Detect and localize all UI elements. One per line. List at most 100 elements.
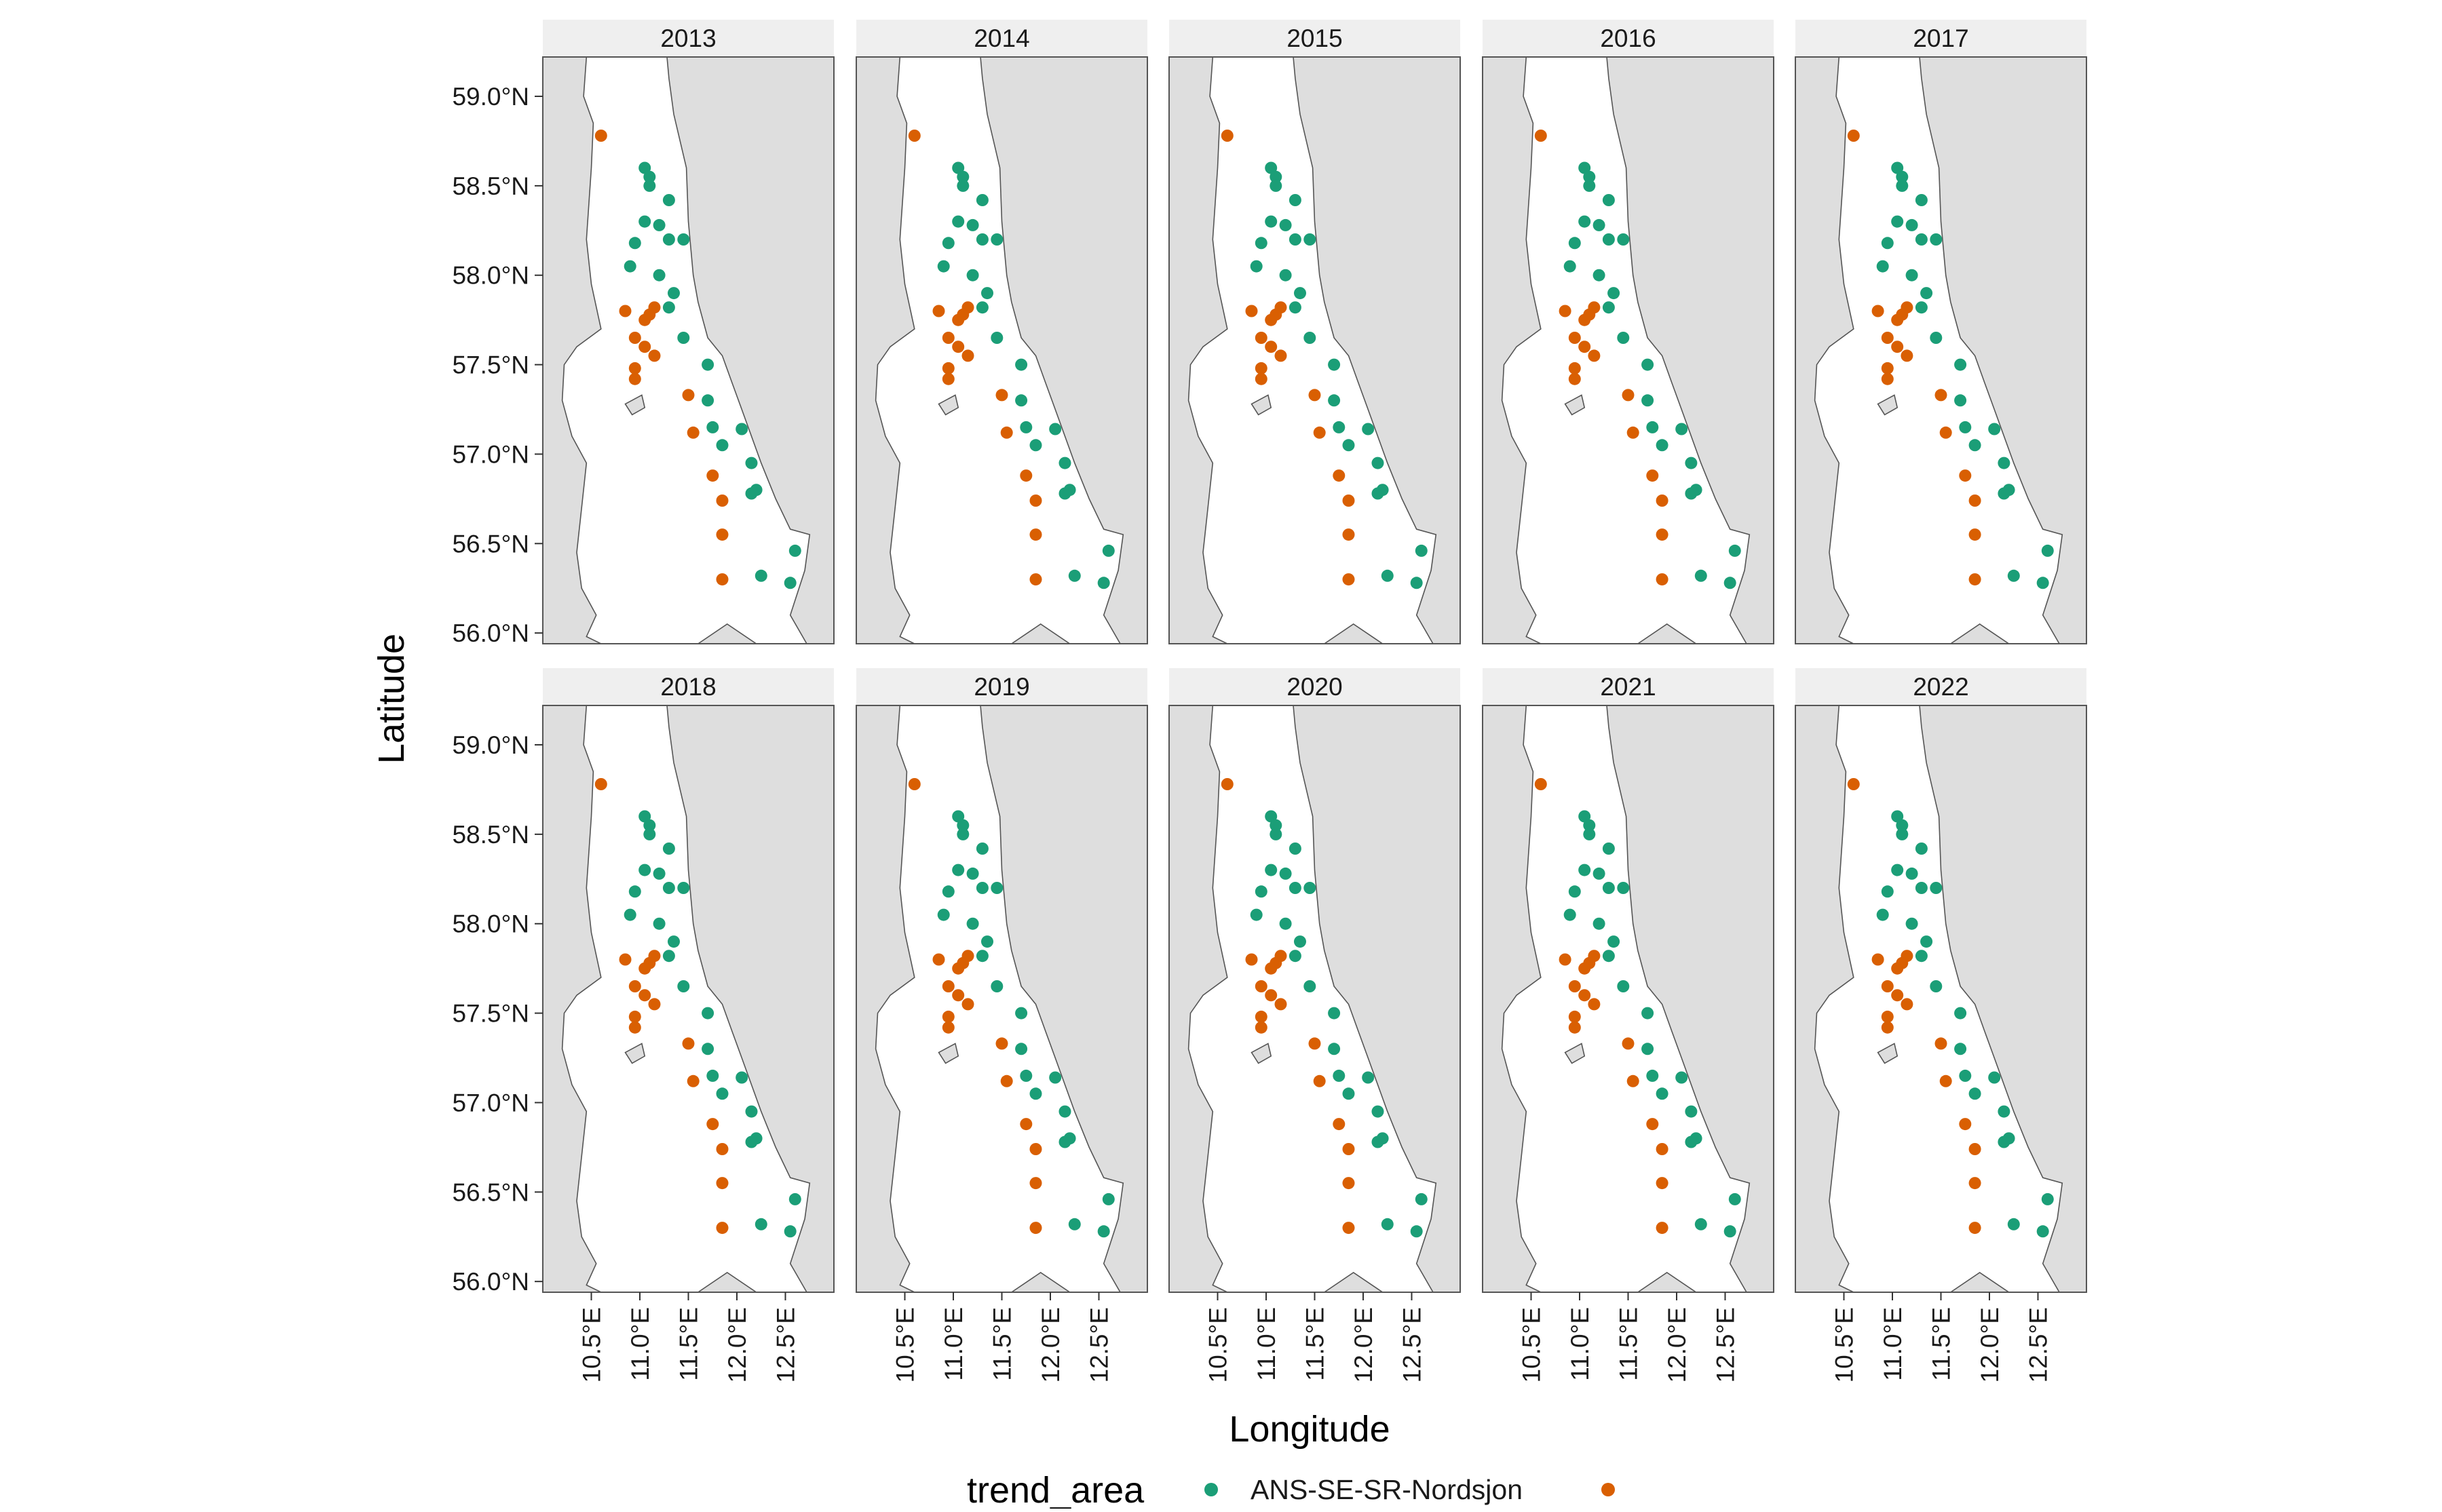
point-green-2019-8 bbox=[942, 885, 955, 898]
point-orange-2016-12 bbox=[1646, 469, 1659, 482]
point-orange-2021-13 bbox=[1656, 1143, 1668, 1155]
point-orange-2016-10 bbox=[1622, 389, 1635, 402]
point-orange-2018-13 bbox=[716, 1143, 729, 1155]
point-green-2022-2 bbox=[1915, 842, 1928, 855]
point-green-2013-7 bbox=[677, 233, 690, 246]
point-orange-2014-11 bbox=[1000, 426, 1013, 439]
x-tick-label: 12.5°E bbox=[772, 1307, 800, 1383]
point-green-2015-7 bbox=[1303, 233, 1316, 246]
point-green-2018-0 bbox=[638, 810, 651, 823]
point-green-2018-17 bbox=[716, 1087, 729, 1100]
point-green-2013-17 bbox=[716, 439, 729, 452]
land-west bbox=[543, 705, 602, 1292]
point-green-2019-3 bbox=[957, 828, 970, 840]
point-orange-2020-6 bbox=[1265, 989, 1278, 1002]
land-east bbox=[980, 57, 1147, 644]
point-green-2021-18 bbox=[1675, 1071, 1688, 1084]
panel-2016: 2016 bbox=[1482, 20, 1774, 644]
point-green-2022-17 bbox=[1968, 1087, 1981, 1100]
y-tick-label: 56.0°N bbox=[452, 619, 529, 647]
point-orange-2017-15 bbox=[1968, 573, 1981, 586]
point-orange-2019-12 bbox=[1020, 1118, 1033, 1131]
land-west bbox=[1169, 705, 1228, 1292]
point-green-2015-10 bbox=[1250, 260, 1263, 273]
point-green-2014-15 bbox=[1015, 394, 1028, 407]
point-green-2020-18 bbox=[1362, 1071, 1375, 1084]
point-green-2014-17 bbox=[1029, 439, 1042, 452]
point-green-2013-1 bbox=[643, 170, 656, 183]
point-orange-2019-6 bbox=[952, 989, 965, 1002]
point-green-2013-24 bbox=[784, 577, 797, 589]
point-green-2021-4 bbox=[1578, 864, 1591, 876]
point-orange-2016-9 bbox=[1568, 372, 1581, 385]
point-orange-2015-9 bbox=[1255, 372, 1267, 385]
y-axis-title: Latitude bbox=[371, 634, 412, 764]
facet-strip-bg-2016 bbox=[1483, 20, 1774, 57]
point-orange-2017-8 bbox=[1881, 362, 1894, 374]
point-orange-2018-14 bbox=[716, 1177, 729, 1190]
point-green-2014-8 bbox=[942, 237, 955, 250]
point-orange-2015-1 bbox=[1245, 305, 1258, 317]
point-orange-2013-0 bbox=[594, 130, 607, 142]
facet-strip-label-2018: 2018 bbox=[660, 673, 716, 701]
point-green-2019-6 bbox=[976, 882, 989, 894]
point-orange-2017-1 bbox=[1871, 305, 1884, 317]
point-green-2017-3 bbox=[1896, 179, 1909, 192]
point-green-2020-6 bbox=[1289, 882, 1301, 894]
point-orange-2020-3 bbox=[1265, 962, 1278, 975]
point-orange-2020-4 bbox=[1274, 950, 1287, 963]
point-green-2013-22 bbox=[788, 544, 801, 557]
point-green-2015-18 bbox=[1362, 423, 1375, 435]
facet-strip-bg-2020 bbox=[1169, 668, 1460, 705]
point-green-2013-0 bbox=[638, 161, 651, 174]
point-green-2022-13 bbox=[1930, 980, 1943, 992]
point-orange-2016-15 bbox=[1656, 573, 1668, 586]
point-orange-2018-4 bbox=[648, 950, 661, 963]
point-green-2020-7 bbox=[1303, 882, 1316, 894]
point-orange-2018-8 bbox=[628, 1010, 641, 1023]
point-green-2014-7 bbox=[991, 233, 1004, 246]
y-tick-label: 58.5°N bbox=[452, 821, 529, 849]
point-green-2018-5 bbox=[653, 867, 666, 880]
point-green-2020-0 bbox=[1265, 810, 1278, 823]
facet-strip-bg-2014 bbox=[856, 20, 1147, 57]
point-green-2022-10 bbox=[1876, 908, 1889, 921]
legend: trend_area ANS-SE-SR-Nordsjon bbox=[967, 1470, 1615, 1511]
point-orange-2018-1 bbox=[619, 953, 632, 966]
point-green-2014-6 bbox=[976, 233, 989, 246]
point-orange-2015-14 bbox=[1342, 528, 1355, 541]
point-orange-2020-7 bbox=[1274, 998, 1287, 1011]
point-orange-2013-8 bbox=[628, 362, 641, 374]
point-green-2021-2 bbox=[1602, 842, 1615, 855]
y-tick-label: 57.0°N bbox=[452, 1089, 529, 1117]
point-green-2018-7 bbox=[677, 882, 690, 894]
point-orange-2021-15 bbox=[1656, 1222, 1668, 1235]
x-tick-label: 12.0°E bbox=[1663, 1307, 1691, 1383]
point-green-2019-9 bbox=[966, 917, 979, 930]
x-tick-label: 10.5°E bbox=[578, 1307, 606, 1383]
point-green-2015-22 bbox=[1415, 544, 1428, 557]
point-green-2013-15 bbox=[702, 394, 714, 407]
panel-border-2014 bbox=[856, 56, 1148, 644]
y-tick-label: 56.5°N bbox=[452, 1178, 529, 1206]
point-green-2014-21 bbox=[1063, 484, 1076, 497]
point-orange-2021-10 bbox=[1622, 1037, 1635, 1050]
point-orange-2019-1 bbox=[932, 953, 945, 966]
x-tick-label: 12.0°E bbox=[1350, 1307, 1377, 1383]
point-orange-2017-13 bbox=[1968, 495, 1981, 507]
point-green-2021-24 bbox=[1723, 1225, 1736, 1238]
point-orange-2015-7 bbox=[1274, 349, 1287, 362]
x-tick-label: 12.5°E bbox=[1712, 1307, 1740, 1383]
land-south bbox=[1010, 623, 1071, 644]
point-green-2014-19 bbox=[1058, 457, 1071, 469]
point-orange-2019-11 bbox=[1000, 1074, 1013, 1087]
point-orange-2017-11 bbox=[1939, 426, 1952, 439]
point-green-2021-15 bbox=[1641, 1043, 1654, 1055]
point-orange-2015-13 bbox=[1342, 495, 1355, 507]
point-green-2019-15 bbox=[1015, 1043, 1028, 1055]
point-orange-2019-8 bbox=[942, 1010, 955, 1023]
point-orange-2022-5 bbox=[1881, 980, 1894, 992]
point-orange-2021-0 bbox=[1534, 778, 1547, 790]
point-green-2014-9 bbox=[966, 269, 979, 282]
point-orange-2020-5 bbox=[1255, 980, 1267, 992]
